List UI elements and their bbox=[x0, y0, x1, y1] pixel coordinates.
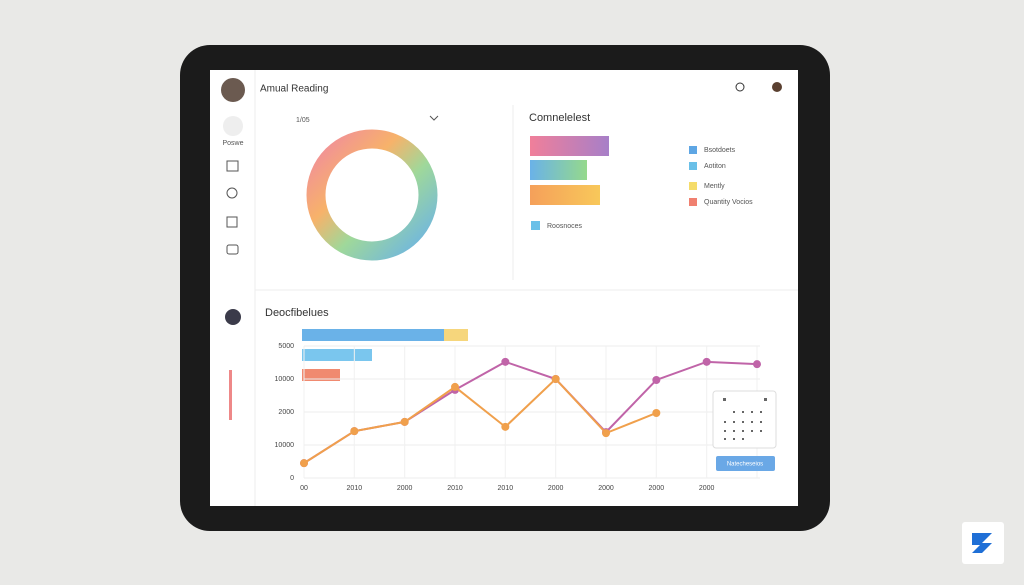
chart-title: Deocfibelues bbox=[265, 307, 329, 319]
user-avatar[interactable] bbox=[225, 309, 241, 325]
x-tick-label: 2000 bbox=[699, 485, 715, 492]
data-point bbox=[652, 375, 661, 384]
nav-icon[interactable] bbox=[226, 244, 239, 255]
series-line bbox=[303, 377, 657, 464]
y-tick-label: 10000 bbox=[275, 442, 295, 449]
legend-label: Quantity Vocios bbox=[704, 199, 753, 206]
profile-label: Poswe bbox=[222, 140, 243, 147]
screen bbox=[210, 70, 798, 506]
x-tick-label: 2000 bbox=[548, 485, 564, 492]
x-tick-label: 2000 bbox=[397, 485, 413, 492]
side-marker bbox=[229, 370, 232, 420]
legend-swatch bbox=[531, 221, 540, 230]
legend-label: Aotiton bbox=[704, 163, 726, 170]
legend: Bsotdoets Aotiton Mently Quantity Vocios bbox=[689, 146, 753, 206]
home-icon[interactable] bbox=[226, 160, 239, 172]
x-tick-label: 2010 bbox=[447, 485, 463, 492]
line-chart: 0 10000 2000 10000 5000 00 2010 2000 2010 2010 200… bbox=[275, 343, 761, 492]
calendar-button-label[interactable]: Natecheseios bbox=[727, 462, 763, 468]
summary-bar bbox=[302, 369, 340, 381]
avatar[interactable] bbox=[221, 78, 245, 102]
legend-label: Mently bbox=[704, 183, 725, 190]
data-point bbox=[350, 427, 359, 436]
summary-bar bbox=[444, 329, 468, 341]
legend-label: Roosnoces bbox=[547, 223, 583, 230]
profile-icon[interactable] bbox=[223, 116, 243, 136]
user-icon[interactable] bbox=[772, 82, 782, 92]
donut-ring bbox=[306, 129, 438, 261]
data-point bbox=[702, 357, 711, 366]
dropdown-arrow[interactable] bbox=[429, 115, 439, 121]
data-point bbox=[300, 459, 308, 468]
y-tick-label: 0 bbox=[290, 475, 294, 482]
x-tick-label: 2000 bbox=[649, 485, 665, 492]
calendar-button[interactable] bbox=[716, 456, 775, 471]
legend-label: Bsotdoets bbox=[704, 147, 736, 154]
calendar-grid bbox=[723, 398, 767, 440]
nav-icon[interactable] bbox=[226, 216, 238, 228]
x-tick-label: 2010 bbox=[347, 485, 363, 492]
page-title: Amual Reading bbox=[260, 84, 328, 95]
bar bbox=[530, 185, 600, 205]
y-tick-label: 5000 bbox=[278, 343, 294, 350]
bar bbox=[530, 160, 587, 180]
data-point bbox=[551, 375, 560, 383]
x-tick-label: 00 bbox=[300, 485, 308, 492]
x-tick-label: 2000 bbox=[598, 485, 614, 492]
bar bbox=[530, 136, 609, 156]
notification-icon[interactable] bbox=[735, 82, 745, 92]
panel-title: Comnelelest bbox=[529, 112, 590, 124]
legend-swatch bbox=[689, 146, 697, 154]
data-point bbox=[400, 417, 409, 426]
x-tick-label: 2010 bbox=[498, 485, 514, 492]
data-point bbox=[602, 429, 610, 438]
logo-mark bbox=[972, 533, 992, 553]
data-point bbox=[753, 360, 761, 369]
summary-bar bbox=[302, 349, 372, 361]
data-point bbox=[501, 422, 510, 431]
data-point bbox=[652, 408, 661, 417]
period-selector[interactable]: 1/05 bbox=[296, 117, 310, 124]
summary-bar bbox=[302, 329, 444, 341]
y-tick-label: 2000 bbox=[278, 409, 294, 416]
legend-swatch bbox=[689, 198, 697, 206]
calendar-widget[interactable] bbox=[712, 390, 777, 449]
data-point bbox=[501, 357, 510, 366]
data-point bbox=[451, 382, 459, 391]
legend-swatch bbox=[689, 162, 697, 170]
y-tick-label: 10000 bbox=[275, 376, 295, 383]
nav-icon[interactable] bbox=[226, 187, 238, 199]
legend-swatch bbox=[689, 182, 697, 190]
